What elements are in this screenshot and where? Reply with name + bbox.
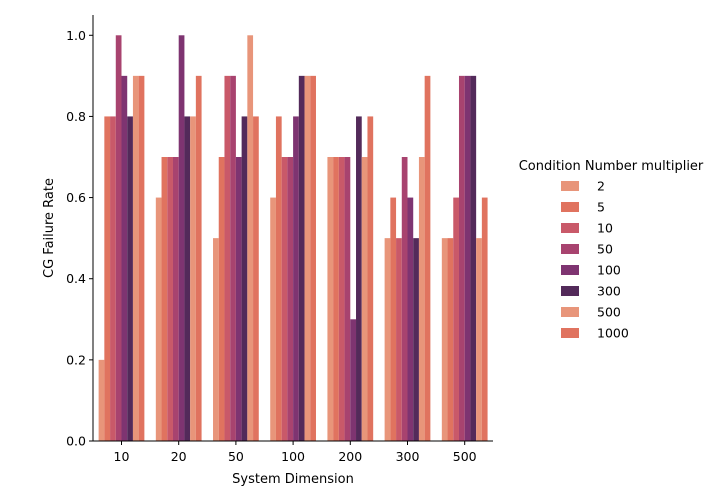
- y-tick-label: 0.6: [66, 190, 86, 205]
- legend-label-50: 50: [597, 242, 613, 257]
- bar-100-1000: [310, 75, 316, 442]
- bar-20-5: [161, 157, 168, 441]
- bar-100-10: [281, 157, 288, 441]
- bar-500-500: [476, 238, 482, 441]
- bar-200-2: [327, 157, 334, 441]
- bar-10-500: [132, 75, 139, 442]
- y-axis-label: CG Failure Rate: [42, 178, 57, 278]
- bar-10-300: [127, 116, 133, 442]
- bar-100-100: [293, 116, 299, 442]
- legend: Condition Number multiplier 2 5 10 50 100 300…: [519, 159, 704, 341]
- legend-swatch-500: [561, 307, 579, 317]
- bars-layer: [98, 35, 488, 442]
- bar-10-2: [98, 359, 105, 441]
- bar-50-300: [241, 116, 248, 442]
- bar-300-2: [384, 238, 391, 441]
- bar-300-1000: [424, 75, 431, 442]
- x-tick-label: 50: [228, 449, 244, 464]
- bar-500-100: [464, 75, 471, 442]
- bar-300-100: [407, 197, 414, 441]
- x-tick-label: 10: [114, 449, 130, 464]
- bar-20-50: [172, 157, 179, 441]
- y-tick-label: 0.2: [66, 352, 86, 367]
- x-tick-label: 300: [396, 449, 420, 464]
- bar-50-2: [213, 238, 219, 441]
- bar-50-500: [247, 35, 254, 441]
- bar-20-2: [155, 197, 162, 441]
- legend-label-5: 5: [597, 200, 605, 215]
- bar-100-2: [270, 197, 276, 441]
- legend-label-300: 300: [597, 284, 621, 299]
- legend-swatch-2: [561, 181, 579, 191]
- y-tick-label: 0.8: [66, 109, 86, 124]
- bar-20-300: [184, 116, 191, 442]
- legend-swatch-300: [561, 286, 579, 296]
- y-tick-label: 0.0: [66, 434, 86, 449]
- bar-300-50: [401, 157, 408, 441]
- bar-50-100: [235, 157, 242, 441]
- bar-500-300: [470, 75, 477, 442]
- bar-10-5: [104, 116, 111, 442]
- x-axis-label: System Dimension: [232, 472, 354, 487]
- bar-50-50: [230, 75, 236, 442]
- bar-100-500: [304, 75, 311, 442]
- bar-200-5: [333, 157, 339, 441]
- bar-50-1000: [253, 116, 259, 442]
- legend-swatch-5: [561, 202, 579, 212]
- bar-300-5: [390, 197, 397, 441]
- x-tick-label: 20: [171, 449, 187, 464]
- x-tick-label: 200: [338, 449, 362, 464]
- bar-200-1000: [367, 116, 374, 442]
- bar-500-10: [453, 197, 459, 441]
- bar-500-50: [458, 75, 465, 442]
- legend-swatch-10: [561, 223, 579, 233]
- bar-50-10: [224, 75, 231, 442]
- bar-20-100: [178, 35, 185, 441]
- bar-300-10: [396, 238, 402, 441]
- bar-200-10: [338, 157, 345, 441]
- legend-label-500: 500: [597, 305, 621, 320]
- bar-10-1000: [138, 75, 145, 442]
- bar-100-50: [287, 157, 294, 441]
- legend-swatch-1000: [561, 328, 579, 338]
- y-tick-label: 0.4: [66, 271, 86, 286]
- bar-300-300: [413, 238, 419, 441]
- legend-label-1000: 1000: [597, 326, 629, 341]
- bar-100-5: [275, 116, 282, 442]
- bar-200-50: [344, 157, 351, 441]
- bar-200-100: [350, 319, 357, 441]
- bar-20-1000: [195, 75, 202, 442]
- legend-label-10: 10: [597, 221, 613, 236]
- ticks-layer: 0.0 0.2 0.4 0.6 0.8 1.0 10 20 50 100 200 300 500: [66, 28, 477, 464]
- bar-500-2: [441, 238, 448, 441]
- x-tick-label: 500: [453, 449, 477, 464]
- legend-swatch-50: [561, 244, 579, 254]
- legend-label-2: 2: [597, 179, 605, 194]
- y-tick-label: 1.0: [66, 28, 86, 43]
- legend-label-100: 100: [597, 263, 621, 278]
- bar-10-10: [110, 116, 116, 442]
- legend-swatch-100: [561, 265, 579, 275]
- bar-500-1000: [481, 197, 488, 441]
- bar-100-300: [298, 75, 305, 442]
- bar-500-5: [447, 238, 454, 441]
- bar-10-50: [115, 35, 122, 441]
- bar-200-300: [356, 116, 362, 442]
- legend-title: Condition Number multiplier: [519, 159, 704, 174]
- bar-200-500: [361, 157, 368, 441]
- bar-10-100: [121, 75, 128, 442]
- x-tick-label: 100: [281, 449, 305, 464]
- bar-50-5: [218, 157, 225, 441]
- bar-20-10: [167, 157, 173, 441]
- bar-300-500: [418, 157, 425, 441]
- bar-20-500: [190, 116, 196, 442]
